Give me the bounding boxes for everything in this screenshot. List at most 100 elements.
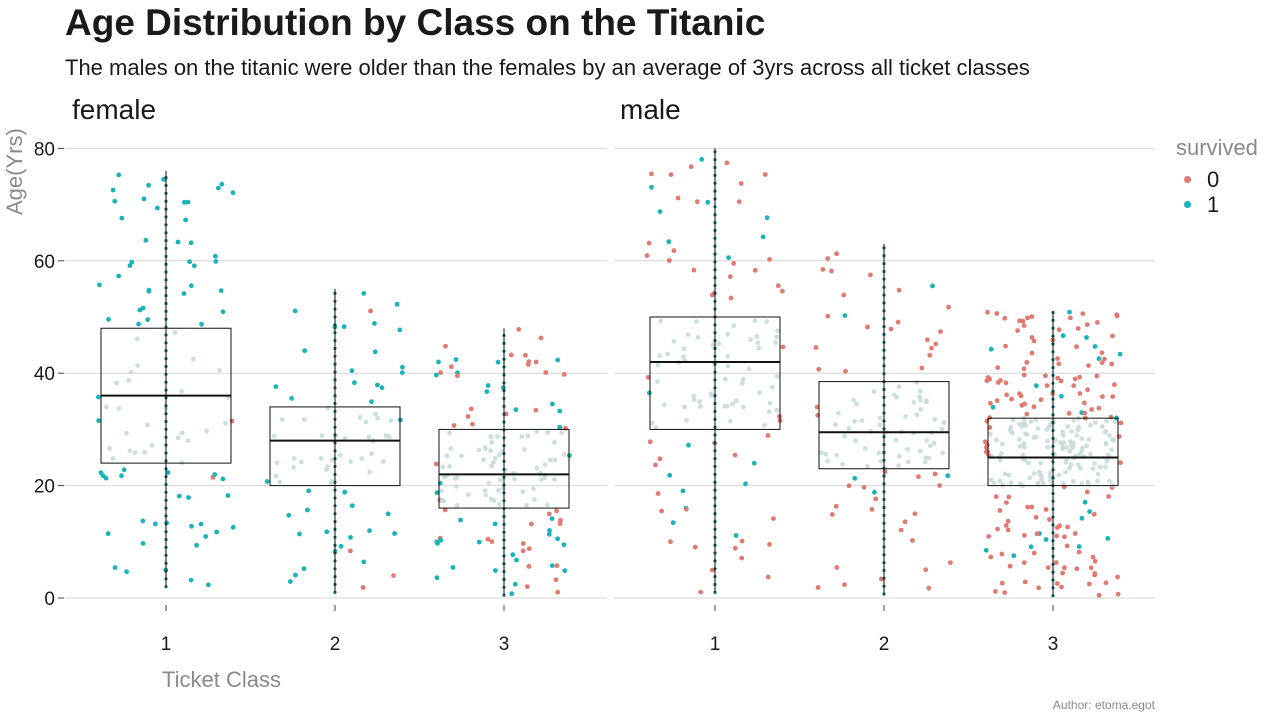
data-point-0-1-23 [291, 465, 296, 470]
data-point-1-2-176 [1074, 433, 1080, 438]
data-point-1-1-28 [940, 450, 945, 456]
data-point-0-1-63 [388, 418, 394, 424]
data-point-1-2-262 [1054, 533, 1059, 539]
data-point-1-2-53 [987, 425, 993, 430]
data-point-1-2-287 [984, 378, 990, 384]
data-point-0-2-60 [520, 489, 526, 495]
data-point-1-0-84 [726, 255, 731, 260]
data-point-1-2-154 [1065, 524, 1070, 530]
data-point-1-0-104 [724, 160, 730, 166]
data-point-0-1-24 [349, 503, 355, 509]
data-point-0-0-8 [116, 273, 122, 279]
data-point-0-2-19 [558, 517, 563, 523]
data-point-0-2-13 [559, 430, 564, 435]
data-point-1-2-226 [1084, 335, 1089, 340]
data-point-1-2-213 [1038, 472, 1043, 478]
data-point-1-0-7 [732, 545, 738, 551]
data-point-1-0-18 [722, 376, 728, 382]
data-point-0-1-33 [318, 455, 324, 461]
data-point-0-2-122 [485, 383, 491, 388]
data-point-1-1-60 [922, 459, 928, 465]
data-point-1-0-117 [746, 366, 752, 372]
data-point-0-1-17 [299, 459, 304, 465]
data-point-1-2-237 [990, 404, 996, 410]
data-point-1-1-12 [873, 496, 879, 502]
legend-label-1: 1 [1207, 192, 1220, 217]
data-point-1-1-14 [896, 384, 902, 390]
data-point-0-1-66 [372, 321, 377, 326]
data-point-1-2-182 [1112, 382, 1117, 388]
data-point-0-2-73 [451, 423, 457, 428]
data-point-0-2-117 [448, 446, 454, 452]
data-point-1-1-52 [917, 388, 923, 394]
data-point-0-2-36 [525, 433, 531, 439]
data-point-0-0-79 [149, 442, 155, 448]
data-point-1-2-140 [1086, 581, 1092, 587]
data-point-0-2-93 [440, 464, 446, 470]
data-point-1-2-231 [993, 589, 998, 594]
data-point-1-2-233 [1008, 424, 1014, 430]
data-point-0-1-0 [394, 301, 400, 307]
strip-point-0-2 [502, 593, 506, 597]
data-point-0-2-37 [453, 357, 459, 362]
data-point-0-2-128 [442, 507, 448, 513]
data-point-0-2-67 [512, 581, 518, 587]
data-point-0-0-16 [213, 253, 218, 259]
data-point-0-2-129 [476, 539, 482, 545]
data-point-1-2-232 [1039, 478, 1044, 483]
data-point-0-1-15 [367, 469, 373, 475]
data-point-0-0-77 [141, 196, 147, 202]
data-point-0-1-57 [386, 434, 392, 439]
data-point-0-1-48 [341, 324, 347, 330]
data-point-0-0-75 [189, 283, 194, 289]
data-point-1-2-130 [994, 311, 1000, 316]
data-point-0-0-64 [155, 205, 160, 211]
data-point-1-2-81 [988, 400, 993, 406]
data-point-0-0-34 [110, 456, 116, 462]
data-point-1-2-179 [1035, 481, 1041, 486]
data-point-1-2-49 [1025, 315, 1030, 321]
y-tick-label-3: 60 [34, 252, 55, 273]
data-point-0-1-9 [273, 473, 279, 479]
data-point-1-0-98 [699, 157, 705, 162]
data-point-1-1-11 [876, 450, 882, 456]
data-point-0-0-36 [230, 190, 236, 196]
data-point-0-1-46 [348, 535, 353, 540]
data-point-0-1-5 [348, 548, 353, 554]
data-point-1-2-14 [1115, 574, 1120, 580]
data-point-0-1-10 [291, 456, 297, 461]
data-point-1-2-134 [988, 346, 994, 352]
data-point-1-2-21 [1053, 560, 1059, 565]
data-point-1-2-244 [986, 534, 992, 539]
data-point-1-0-93 [733, 533, 739, 538]
data-point-1-2-121 [1038, 397, 1044, 403]
data-point-1-1-26 [872, 489, 877, 495]
data-point-1-0-67 [691, 397, 697, 403]
data-point-1-2-138 [1103, 580, 1109, 586]
x-tick-label-1-0: 1 [710, 634, 721, 655]
data-point-1-1-13 [865, 324, 870, 330]
data-point-0-1-29 [392, 531, 397, 536]
data-point-0-0-54 [121, 467, 127, 473]
data-point-1-1-88 [937, 483, 942, 488]
data-point-1-1-69 [877, 415, 883, 421]
data-point-1-1-42 [865, 463, 870, 469]
data-point-0-2-137 [509, 591, 515, 597]
data-point-1-2-117 [1028, 419, 1034, 424]
legend-item-1: 1 [1184, 192, 1219, 218]
data-point-1-2-20 [1021, 366, 1027, 372]
data-point-0-2-31 [532, 497, 537, 502]
data-point-0-1-40 [385, 511, 391, 517]
data-point-0-0-6 [183, 217, 189, 223]
data-point-1-2-30 [1118, 460, 1123, 466]
x-tick-label-1-2: 3 [1048, 634, 1059, 655]
data-point-0-2-54 [520, 541, 526, 546]
data-point-1-1-65 [815, 585, 821, 590]
data-point-0-1-64 [289, 396, 294, 401]
data-point-0-0-92 [212, 472, 218, 477]
data-point-1-2-48 [1074, 344, 1079, 350]
data-point-0-1-59 [271, 433, 277, 439]
data-point-1-0-53 [739, 381, 745, 386]
data-point-0-0-45 [185, 438, 191, 444]
data-point-1-0-79 [681, 346, 687, 352]
